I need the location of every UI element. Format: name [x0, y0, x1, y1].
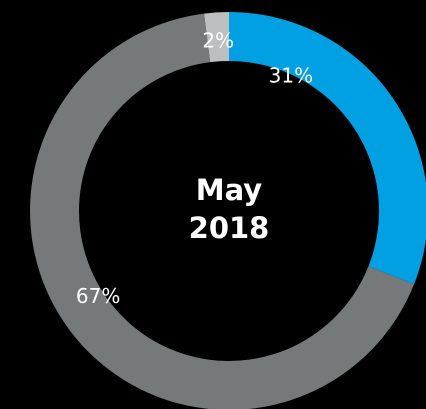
center-label-line-1: May	[196, 173, 263, 207]
center-label-line-2: 2018	[189, 211, 270, 245]
slice-31-percent	[229, 12, 426, 285]
slice-2-percent	[204, 12, 229, 63]
slice-label-2-percent: 2%	[202, 28, 234, 52]
slice-label-67-percent: 67%	[76, 284, 120, 308]
slices-group	[30, 12, 426, 409]
slice-label-31-percent: 31%	[269, 63, 313, 87]
labels-group: 31% 67% 2%	[76, 28, 313, 308]
